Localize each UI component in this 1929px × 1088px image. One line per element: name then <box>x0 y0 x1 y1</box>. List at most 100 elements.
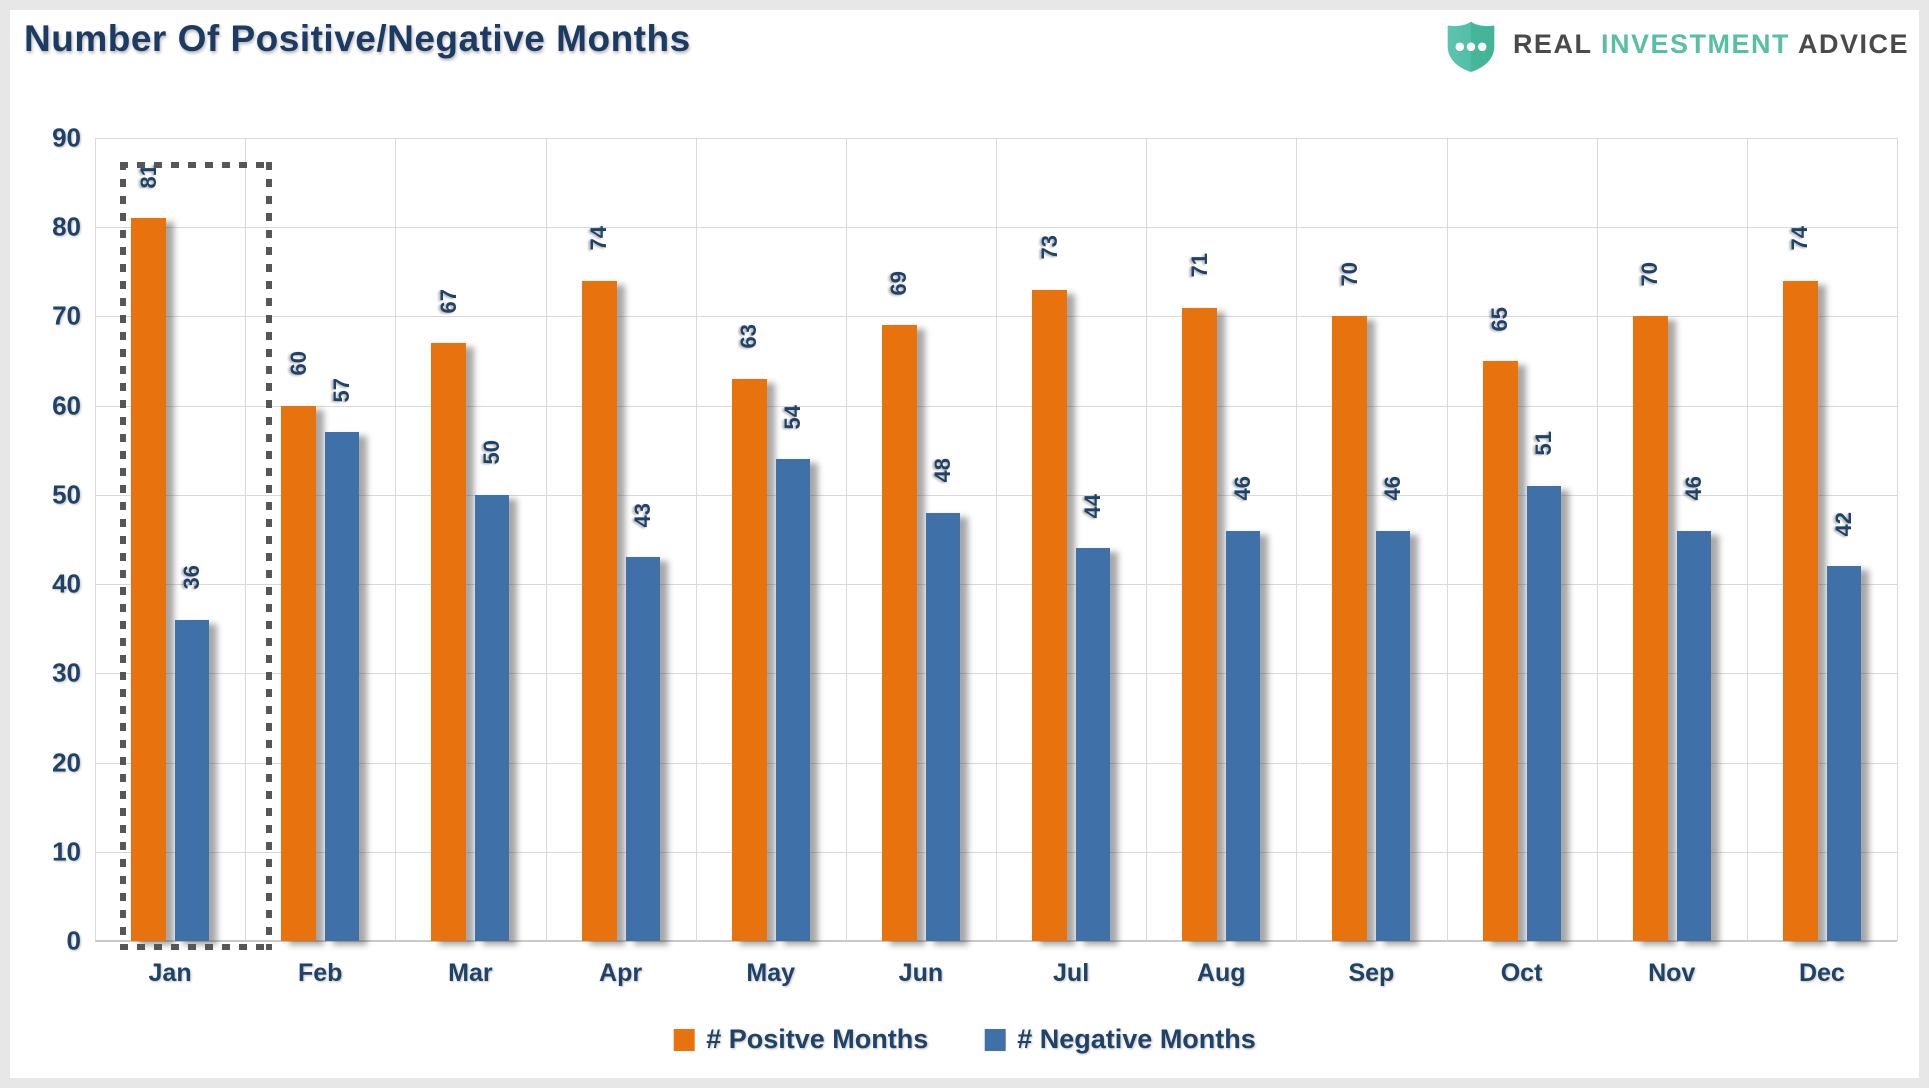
value-label-negative-jan: 36 <box>179 565 204 590</box>
value-label-negative-sep: 46 <box>1380 476 1406 501</box>
bar-negative-aug <box>1226 530 1261 941</box>
bar-negative-apr <box>625 557 660 941</box>
bar-positive-jan <box>131 218 166 941</box>
legend-swatch-positive <box>673 1028 695 1051</box>
gridline-x-6 <box>996 138 997 941</box>
bar-positive-mar <box>431 343 467 941</box>
value-label-negative-dec: 42 <box>1830 511 1856 537</box>
value-label-negative-mar: 50 <box>479 440 505 465</box>
highlight-box-edge-rgt <box>266 162 272 950</box>
bar-positive-aug <box>1182 307 1218 941</box>
value-label-negative-oct: 51 <box>1530 431 1556 456</box>
chart-legend: # Positve Months # Negative Months <box>673 1024 1256 1055</box>
value-label-positive-sep: 70 <box>1336 261 1362 287</box>
bar-positive-oct <box>1482 361 1518 941</box>
x-axis-label-aug: Aug <box>1196 959 1246 987</box>
gridline-x-11 <box>1746 138 1748 941</box>
value-label-positive-apr: 74 <box>586 226 611 251</box>
value-label-positive-jun: 69 <box>886 270 912 296</box>
bar-negative-jul <box>1076 548 1110 941</box>
brand-word-real: REAL <box>1512 28 1592 59</box>
highlight-box-edge-bot <box>120 944 272 950</box>
x-axis-label-apr: Apr <box>599 959 643 987</box>
chart-title: Number Of Positive/Negative Months <box>24 18 691 59</box>
gridline-x-0 <box>95 138 96 941</box>
value-label-negative-may: 54 <box>779 404 805 430</box>
gridline-x-7 <box>1146 138 1148 941</box>
x-axis-label-feb: Feb <box>298 959 343 987</box>
bar-negative-jan <box>175 619 209 941</box>
value-label-positive-jul: 73 <box>1036 235 1062 260</box>
legend-item-negative: # Negative Months <box>984 1024 1256 1055</box>
gridline-x-3 <box>545 138 547 941</box>
legend-label-negative: # Negative Months <box>1017 1024 1256 1054</box>
value-label-negative-jun: 48 <box>929 458 955 483</box>
y-axis-label-60: 60 <box>52 390 81 421</box>
bar-positive-jul <box>1032 289 1067 941</box>
brand-wordmark: REAL INVESTMENT ADVICE <box>1513 29 1909 60</box>
bar-negative-may <box>775 459 810 941</box>
value-label-negative-feb: 57 <box>329 377 355 403</box>
y-axis-label-70: 70 <box>52 300 81 331</box>
y-axis-label-30: 30 <box>52 657 81 688</box>
y-axis-label-10: 10 <box>52 836 81 867</box>
bar-positive-dec <box>1782 280 1818 941</box>
gridline-x-8 <box>1296 138 1298 941</box>
y-axis-label-90: 90 <box>52 122 81 153</box>
gridline-x-10 <box>1596 138 1598 941</box>
value-label-negative-jul: 44 <box>1080 493 1105 519</box>
x-axis-label-nov: Nov <box>1648 959 1696 987</box>
y-axis-label-40: 40 <box>52 568 81 599</box>
legend-swatch-negative <box>984 1028 1006 1051</box>
shield-icon <box>1447 21 1495 73</box>
bar-positive-nov <box>1632 316 1668 941</box>
bar-positive-apr <box>581 280 617 941</box>
x-axis-label-jun: Jun <box>898 959 944 987</box>
x-axis-label-may: May <box>746 959 796 987</box>
legend-label-positive: # Positve Months <box>706 1024 929 1054</box>
gridline-x-12 <box>1897 138 1898 941</box>
x-axis-label-oct: Oct <box>1500 959 1543 987</box>
y-axis-label-50: 50 <box>52 479 81 510</box>
gridline-x-9 <box>1446 138 1448 941</box>
bar-negative-dec <box>1826 566 1861 941</box>
y-axis-label-0: 0 <box>66 925 81 956</box>
brand-word-investment: INVESTMENT <box>1600 28 1790 59</box>
value-label-negative-apr: 43 <box>629 502 655 528</box>
value-label-positive-may: 63 <box>736 324 762 349</box>
x-axis-label-jan: Jan <box>148 959 192 987</box>
x-axis-label-dec: Dec <box>1798 959 1845 987</box>
gridline-y-0 <box>95 940 1897 942</box>
highlight-box-edge-lft <box>120 162 126 950</box>
value-label-negative-aug: 46 <box>1230 476 1256 501</box>
y-axis-label-20: 20 <box>52 747 81 778</box>
value-label-positive-dec: 74 <box>1787 226 1813 251</box>
bar-positive-feb <box>281 405 317 941</box>
bar-negative-feb <box>325 432 360 941</box>
value-label-positive-jan: 81 <box>135 163 161 189</box>
x-axis-label-jul: Jul <box>1053 959 1090 987</box>
value-label-positive-nov: 70 <box>1637 261 1663 287</box>
gridline-x-5 <box>845 138 847 941</box>
value-label-positive-feb: 60 <box>285 351 311 376</box>
gridline-x-2 <box>395 138 397 941</box>
gridline-x-1 <box>245 138 247 941</box>
bar-positive-sep <box>1332 316 1368 941</box>
x-axis-label-sep: Sep <box>1348 959 1395 987</box>
bar-positive-may <box>731 378 767 941</box>
bar-negative-jun <box>925 512 960 941</box>
brand-logo: REAL INVESTMENT ADVICE <box>1443 14 1909 74</box>
x-axis-label-mar: Mar <box>448 959 493 987</box>
bar-positive-jun <box>881 325 917 941</box>
gridline-x-4 <box>695 138 697 941</box>
brand-word-advice: ADVICE <box>1797 28 1909 59</box>
value-label-negative-nov: 46 <box>1680 476 1706 501</box>
value-label-positive-mar: 67 <box>435 288 461 314</box>
bar-negative-sep <box>1376 530 1411 941</box>
bar-negative-mar <box>475 494 510 941</box>
value-label-positive-oct: 65 <box>1487 306 1512 332</box>
bar-negative-nov <box>1676 530 1711 941</box>
legend-item-positive: # Positve Months <box>673 1024 928 1055</box>
y-axis-label-80: 80 <box>52 211 81 242</box>
